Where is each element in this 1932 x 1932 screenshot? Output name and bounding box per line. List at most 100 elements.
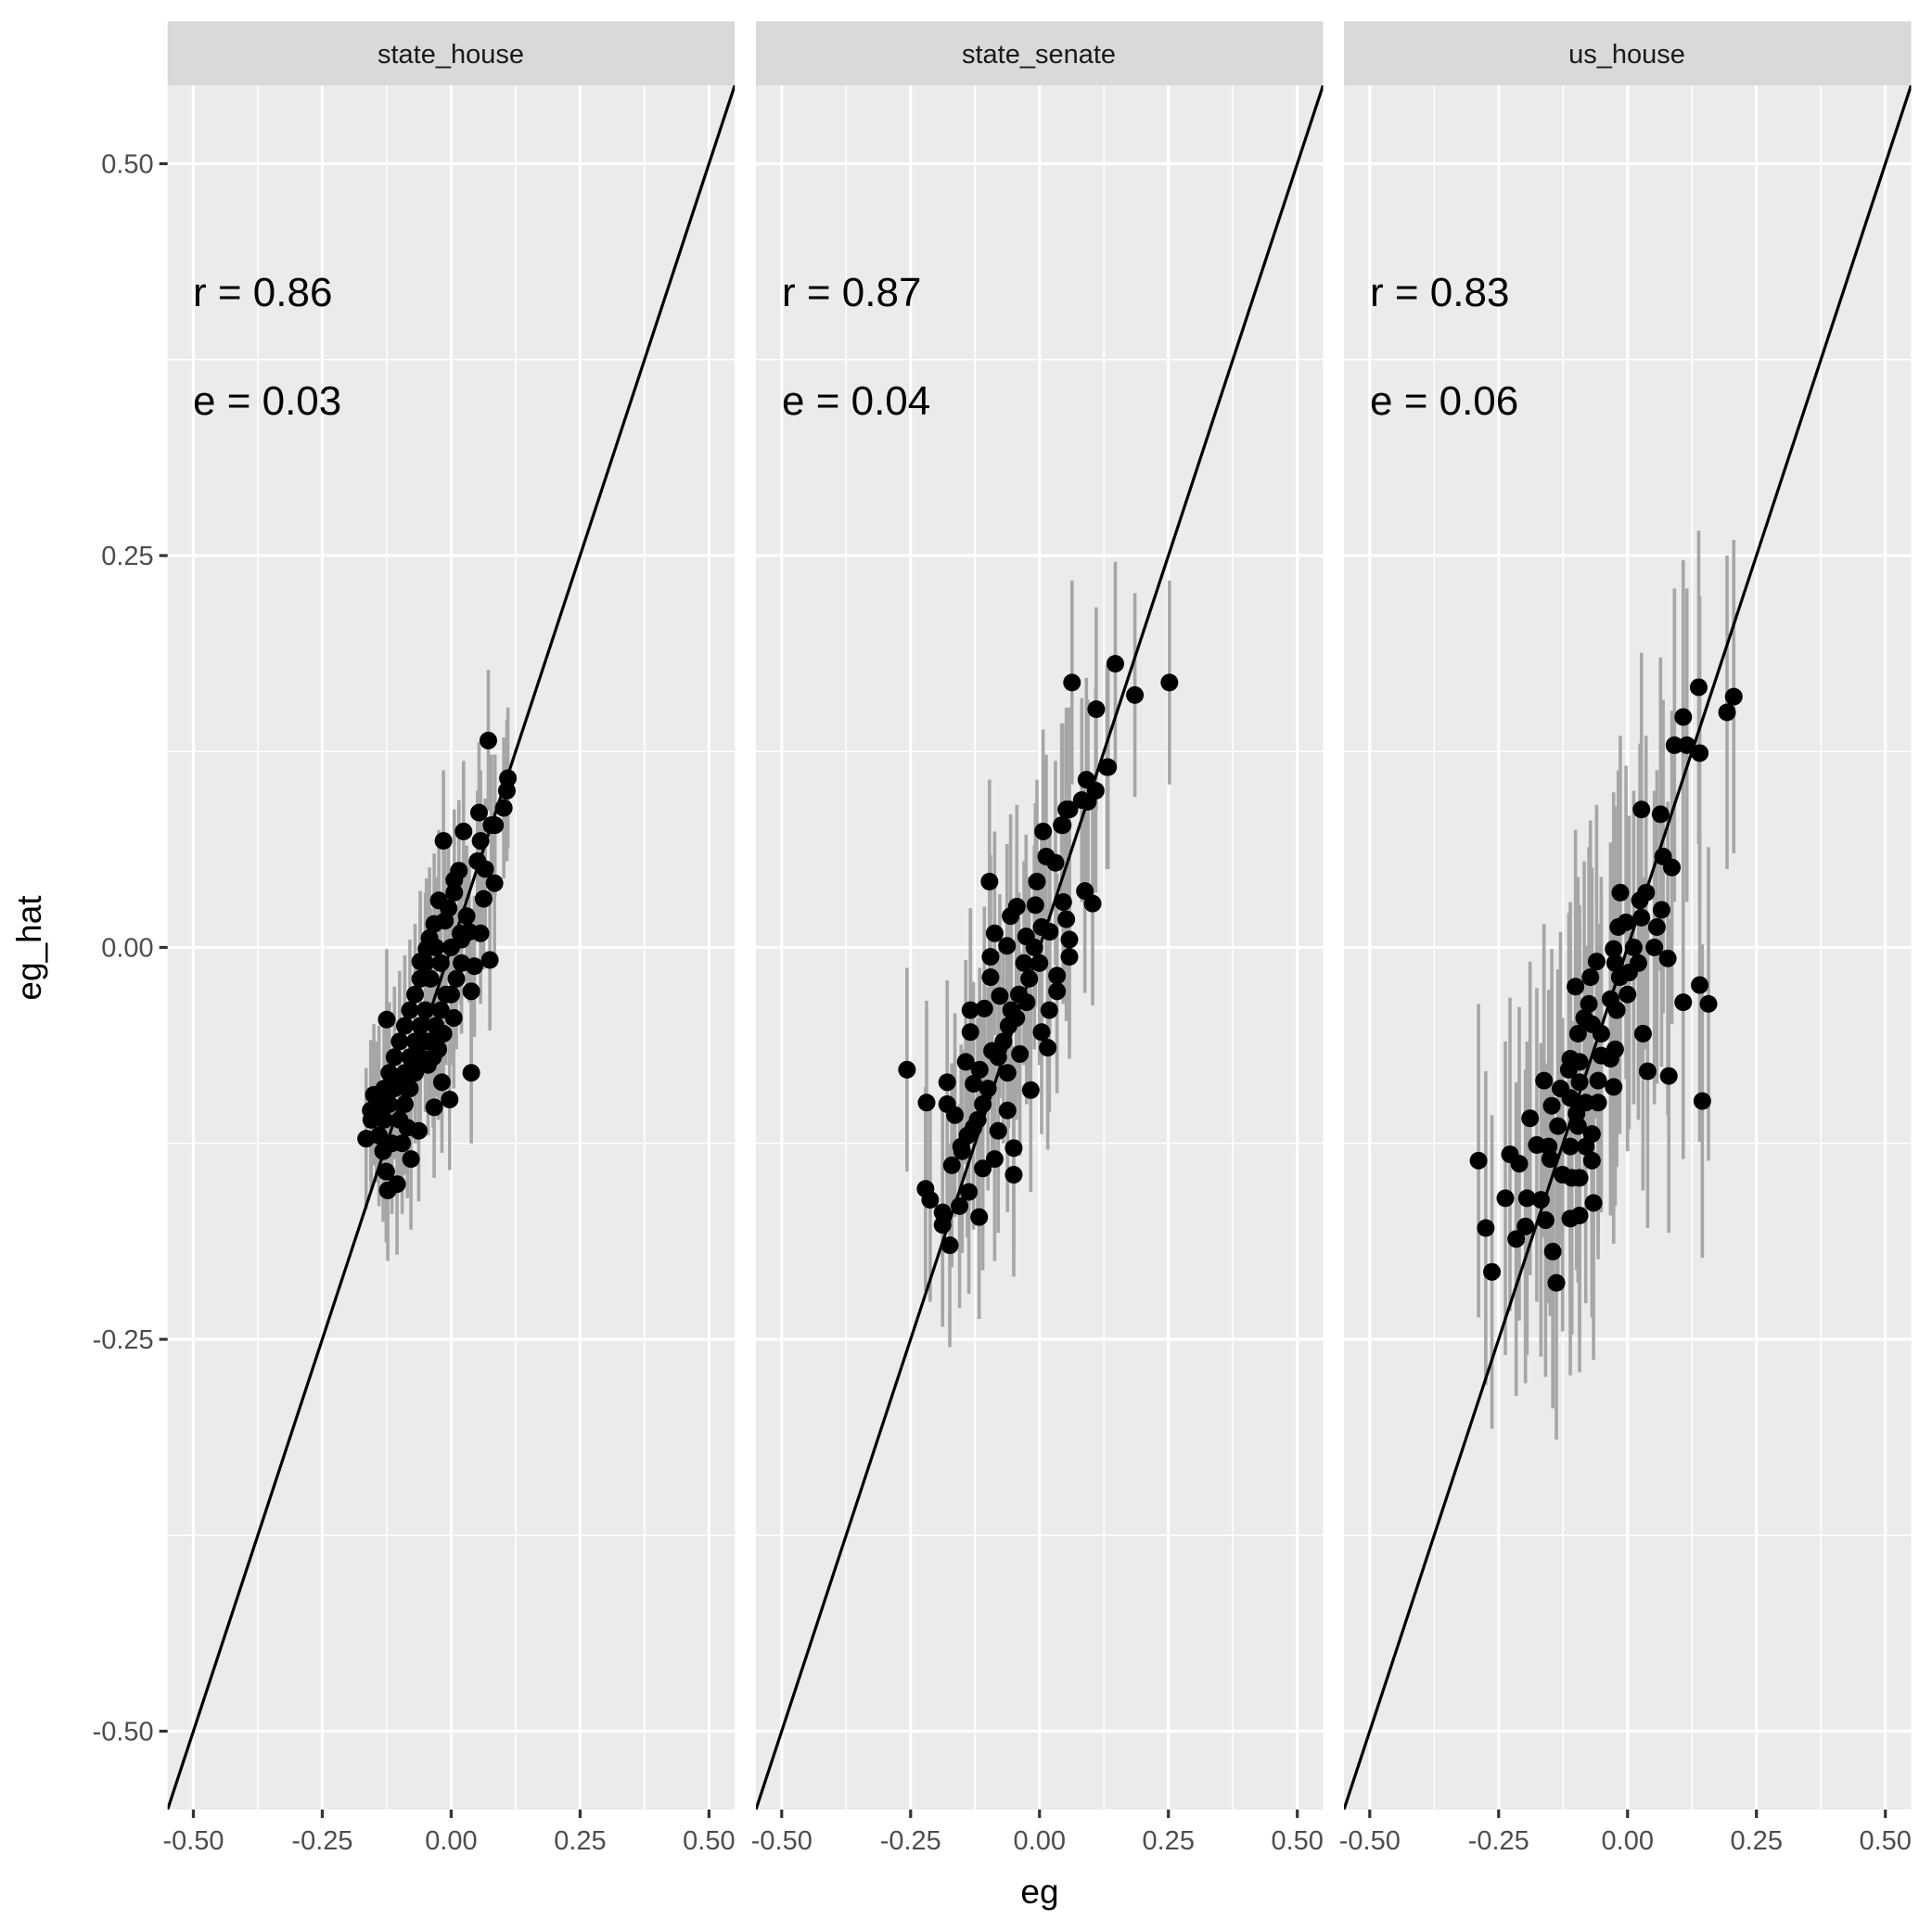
data-point [1624,939,1643,956]
data-point [1665,736,1683,754]
data-point [1638,1062,1657,1081]
data-point [917,1094,936,1112]
data-point [398,1119,416,1137]
data-point [462,1064,480,1082]
data-point [434,832,453,851]
data-point [1048,982,1067,1001]
data-point [406,1064,425,1082]
data-point [1584,1194,1603,1212]
data-point [1568,1024,1587,1043]
data-point [1607,1001,1626,1019]
x-tick-label: -0.25 [880,1826,941,1856]
data-point [460,923,479,941]
data-point [474,889,493,908]
data-point [375,1080,393,1098]
data-point [965,1075,983,1094]
data-point [476,860,494,878]
data-point [1032,1023,1051,1042]
data-point [431,1001,450,1019]
data-point [471,832,490,851]
data-point [1483,1262,1502,1281]
data-point [1034,822,1053,840]
data-point [1567,978,1585,996]
data-point [482,816,501,835]
data-point [989,1121,1007,1140]
data-point [1002,907,1020,926]
data-point [362,1110,380,1129]
data-point [981,968,1000,987]
data-point [1619,985,1637,1004]
data-point [921,1191,940,1209]
data-point [1048,966,1067,985]
data-point [1531,1191,1550,1209]
x-tick-label: 0.25 [1731,1826,1783,1856]
data-point [1606,1040,1624,1058]
data-point [469,803,488,822]
data-point [1605,940,1623,958]
data-point [1028,873,1046,891]
data-point [1126,685,1145,704]
data-point [1106,655,1124,673]
data-point [1582,1125,1601,1144]
data-point [1570,1169,1589,1187]
data-point [1087,700,1106,719]
data-point [1516,1217,1535,1235]
strip-label-state-senate: state_senate [962,40,1116,70]
data-point [1561,1089,1580,1107]
data-point [1017,993,1036,1012]
data-point [393,1134,412,1153]
data-point [1570,1053,1589,1071]
facet-panel-state-house: -0.50 -0.25 0.00 0.25 0.50 -0.50 -0.25 0.00 0.25… [93,21,736,1856]
data-point [1011,1044,1030,1063]
data-point [1030,953,1049,972]
data-point [1633,1024,1652,1043]
annotation-r-us-house: r = 0.83 [1370,270,1509,315]
data-point [380,1064,399,1082]
annotation-e-us-house: e = 0.06 [1370,378,1518,424]
data-point [1060,800,1079,819]
data-point [933,1216,952,1235]
data-point [1674,993,1693,1012]
data-point [998,1101,1017,1120]
data-point [1004,1139,1023,1158]
data-point [401,1080,419,1098]
data-point [1521,1109,1540,1128]
data-point [1658,949,1677,967]
data-point [444,1009,463,1028]
data-point [1543,1242,1562,1260]
y-tick-label: -0.25 [93,1325,154,1355]
data-point [968,1110,987,1129]
data-point [1691,976,1709,994]
data-point [485,874,504,892]
data-point [1549,1117,1567,1135]
data-point [457,907,476,926]
x-axis-title: eg [1020,1873,1058,1911]
facet-panel-us-house: -0.50 -0.25 0.00 0.25 0.50 [1339,21,1912,1856]
data-point [956,1053,975,1071]
x-tick-label: -0.25 [291,1826,352,1856]
data-point [425,1098,443,1117]
facet-panel-state-senate: -0.50 -0.25 0.00 0.25 0.50 [751,21,1324,1856]
data-point [1039,1039,1057,1057]
data-point [1589,1094,1607,1112]
data-point [462,982,480,1001]
data-point [985,1150,1004,1169]
panels-layer: -0.50 -0.25 0.00 0.25 0.50 -0.50 -0.25 0.00 0.25… [93,21,1912,1856]
x-tick-label: -0.50 [1339,1826,1401,1856]
data-point [1054,892,1072,911]
data-point [416,1001,435,1019]
data-point [1160,673,1179,692]
data-point [454,822,473,840]
data-point [499,769,518,787]
data-point [1547,1273,1566,1292]
data-point [1542,1096,1561,1115]
facet-strip [756,21,1324,85]
data-point [1605,1078,1623,1096]
data-point [980,873,999,891]
y-axis-title: eg_hat [10,895,48,1001]
data-point [447,969,466,988]
data-point [440,899,458,917]
data-layer [1344,85,1912,1810]
data-point [395,1017,414,1035]
y-tick-label: 0.25 [101,542,153,571]
